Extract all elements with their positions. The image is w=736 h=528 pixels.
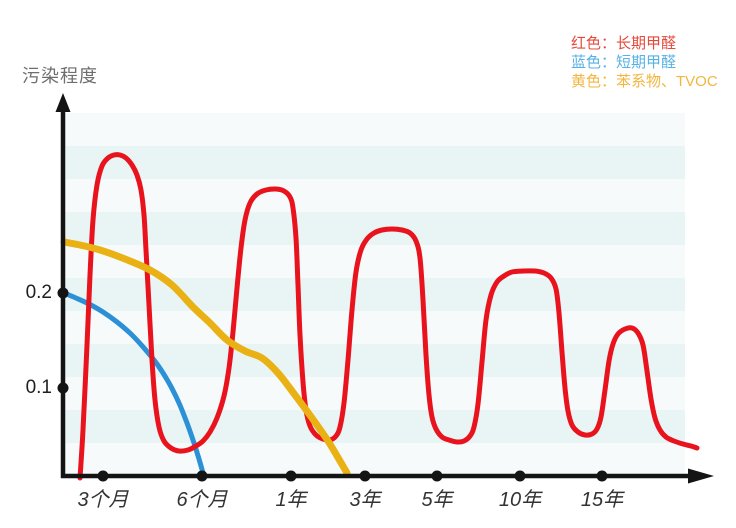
x-tick-dot-5年 — [431, 470, 443, 482]
y-tick-dot-0.2 — [57, 287, 69, 299]
legend-item-yellow: 黄色：苯系物、TVOC — [571, 73, 718, 90]
curve-苯系物、TVOC — [60, 238, 351, 477]
y-tick-label-0.1: 0.1 — [25, 377, 52, 398]
x-tick-dot-15年 — [596, 470, 608, 482]
y-axis-title: 污染程度 — [22, 66, 98, 86]
x-tick-label-10年: 10年 — [498, 489, 542, 511]
x-tick-label-15年: 15年 — [580, 489, 624, 511]
y-axis-arrow-icon — [55, 93, 71, 112]
legend-item-red: 红色：长期甲醛 — [571, 35, 677, 52]
x-tick-dot-1年 — [285, 470, 297, 482]
x-tick-label-3个月: 3个月 — [77, 489, 129, 511]
y-tick-label-0.2: 0.2 — [25, 282, 52, 303]
x-tick-label-5年: 5年 — [421, 489, 453, 511]
plot-background-stripes — [65, 113, 685, 474]
legend-item-blue: 蓝色：短期甲醛 — [571, 54, 677, 71]
x-tick-dot-3年 — [359, 470, 371, 482]
x-tick-dot-3个月 — [97, 470, 109, 482]
legend: 红色：长期甲醛 蓝色：短期甲醛 黄色：苯系物、TVOC — [571, 34, 718, 91]
x-tick-label-3年: 3年 — [349, 489, 381, 511]
x-tick-dot-6个月 — [196, 470, 208, 482]
x-tick-dot-10年 — [514, 470, 526, 482]
x-tick-label-1年: 1年 — [275, 489, 307, 511]
x-axis-arrow-icon — [688, 468, 714, 484]
x-tick-label-6个月: 6个月 — [176, 489, 228, 511]
y-tick-dot-0.1 — [57, 382, 69, 394]
curve-长期甲醛 — [77, 152, 700, 481]
